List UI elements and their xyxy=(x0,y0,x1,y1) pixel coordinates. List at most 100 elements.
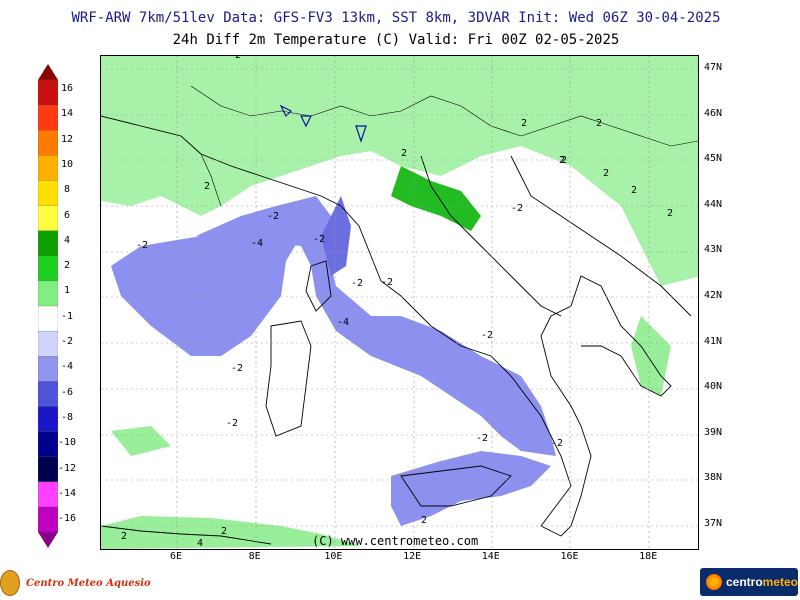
contour-label: -2 xyxy=(511,203,523,214)
contour-label: 2 xyxy=(603,168,609,179)
sun-icon xyxy=(706,574,722,590)
legend-swatch xyxy=(38,280,58,307)
legend-swatch xyxy=(38,104,58,131)
longitude-label: 12E xyxy=(403,551,422,562)
legend-label: 16 xyxy=(60,83,74,94)
contour-label: 2 xyxy=(401,148,407,159)
latitude-label: 45N xyxy=(704,153,723,165)
warming-areas xyxy=(101,56,698,549)
contour-label: -2 xyxy=(226,418,238,429)
legend-swatch xyxy=(38,481,58,508)
contour-label: 2 xyxy=(561,155,567,166)
legend-swatch xyxy=(38,330,58,357)
contour-label: 2 xyxy=(221,526,227,537)
contour-label: 2 xyxy=(521,118,527,129)
centrometeo-logo[interactable]: centrometeo xyxy=(700,568,798,596)
contour-label: -4 xyxy=(337,317,349,328)
legend-label: 4 xyxy=(63,234,71,246)
legend-swatch xyxy=(38,305,58,332)
longitude-label: 14E xyxy=(481,551,500,562)
legend-swatch xyxy=(38,406,58,433)
map-subtitle: 24h Diff 2m Temperature (C) Valid: Fri 0… xyxy=(172,32,620,48)
longitude-label: 16E xyxy=(560,551,579,562)
contour-label: -2 xyxy=(267,211,279,222)
contour-label: 2 xyxy=(204,181,210,192)
color-legend xyxy=(38,64,58,548)
legend-swatch xyxy=(38,79,58,106)
longitude-label: 10E xyxy=(324,551,343,562)
legend-swatch xyxy=(38,180,58,207)
legend-label: -1 xyxy=(60,310,74,322)
contour-label: -2 xyxy=(231,363,243,374)
legend-label: 2 xyxy=(63,260,71,272)
latitude-label: 41N xyxy=(704,335,723,347)
latitude-label: 42N xyxy=(704,290,723,301)
contour-label: -2 xyxy=(481,330,493,341)
latitude-label: 43N xyxy=(704,244,723,256)
latitude-label: 40N xyxy=(704,381,723,393)
contour-label: 2 xyxy=(121,531,127,542)
legend-swatch xyxy=(38,205,58,232)
latitude-label: 39N xyxy=(704,426,723,438)
longitude-label: 6E xyxy=(169,551,183,562)
legend-label: -2 xyxy=(60,336,74,347)
legend-label: 14 xyxy=(60,108,74,120)
cooling-areas xyxy=(111,196,556,526)
contour-label: 2 xyxy=(667,208,673,219)
legend-swatch xyxy=(38,381,58,408)
contour-label: -2 xyxy=(381,277,393,288)
contour-label: -2 xyxy=(136,240,148,251)
legend-swatch xyxy=(38,130,58,156)
legend-swatches xyxy=(38,79,58,533)
latitude-label: 44N xyxy=(704,198,723,210)
legend-label: -8 xyxy=(60,411,74,423)
copyright-text: (C) www.centrometeo.com xyxy=(312,534,479,548)
longitude-label: 8E xyxy=(248,551,261,562)
legend-label: -4 xyxy=(60,361,74,373)
map-title: WRF-ARW 7km/51lev Data: GFS-FV3 13km, SS… xyxy=(71,10,721,26)
legend-swatch xyxy=(38,255,58,282)
latitude-label: 47N xyxy=(704,62,723,73)
contour-label: 2 xyxy=(631,185,637,196)
contour-label: 2 xyxy=(559,155,565,166)
contour-label: -2 xyxy=(476,433,488,444)
latitude-label: 46N xyxy=(704,107,723,119)
legend-swatch xyxy=(38,456,58,483)
contour-label: -2 xyxy=(313,234,325,245)
contour-label: -4 xyxy=(251,238,263,249)
legend-label: 6 xyxy=(63,209,71,221)
contour-label: -2 xyxy=(229,55,241,61)
legend-label: -14 xyxy=(58,487,77,499)
lat-lon-grid xyxy=(101,56,698,549)
political-borders xyxy=(190,85,698,207)
contour-label: -2 xyxy=(351,278,363,289)
legend-cap-top xyxy=(38,64,58,80)
legend-label: 12 xyxy=(60,133,74,145)
legend-label: -12 xyxy=(58,462,77,474)
contour-label: -2 xyxy=(551,438,563,449)
legend-swatch xyxy=(38,155,58,182)
coastlines xyxy=(101,115,692,545)
wordmark-b: meteo xyxy=(762,575,798,589)
contour-label: 4 xyxy=(197,538,203,549)
centrometeo-wordmark: centrometeo xyxy=(726,575,798,589)
centro-meteo-aquesio-logo: Centro Meteo Aquesio xyxy=(0,568,151,598)
legend-swatch xyxy=(38,506,58,533)
legend-label: -10 xyxy=(58,437,77,449)
legend-label: -6 xyxy=(60,386,74,398)
wordmark-a: centro xyxy=(725,575,763,589)
legend-label: 10 xyxy=(60,158,74,170)
latitude-label: 37N xyxy=(704,518,723,529)
latitude-label: 38N xyxy=(704,472,723,484)
legend-swatch xyxy=(38,356,58,382)
legend-label: -16 xyxy=(58,513,77,525)
legend-label: 1 xyxy=(63,285,71,297)
legend-cap-bottom xyxy=(38,532,58,548)
legend-swatch xyxy=(38,230,58,257)
legend-label: 8 xyxy=(63,184,71,196)
lakes xyxy=(279,104,367,143)
logo-emblem-icon xyxy=(0,570,20,596)
logo-text: Centro Meteo Aquesio xyxy=(26,577,151,589)
